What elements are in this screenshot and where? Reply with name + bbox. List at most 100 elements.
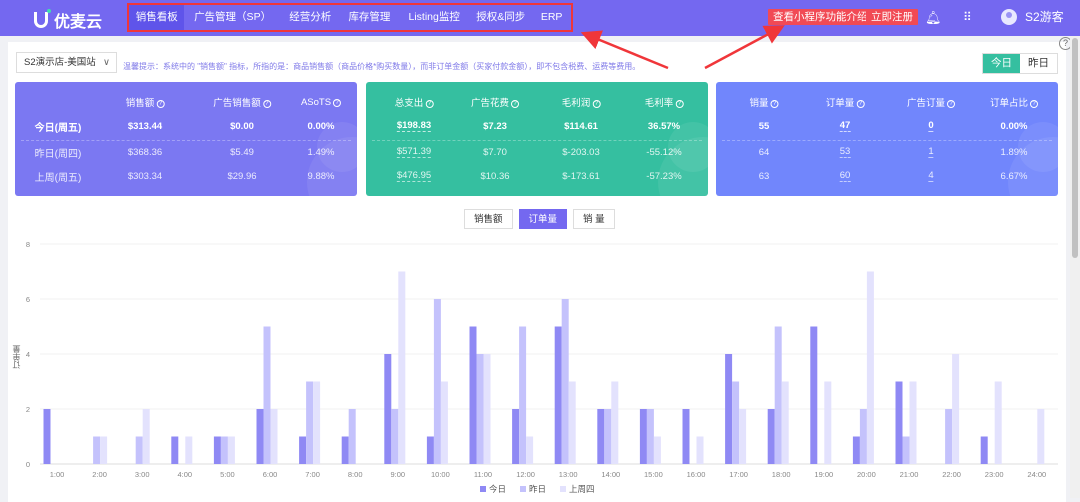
bar-今日-20:00[interactable] — [852, 436, 860, 465]
help-icon[interactable]: ? — [262, 100, 271, 108]
bar-上周四-3:00[interactable] — [142, 409, 150, 464]
bar-昨日-21:00[interactable] — [902, 436, 910, 465]
bar-今日-7:00[interactable] — [299, 436, 307, 465]
nav-item-5[interactable]: 授权&同步 — [476, 11, 526, 23]
bar-上周四-17:00[interactable] — [739, 409, 747, 464]
store-select[interactable]: S2演示店-美国站 ∨ — [16, 52, 117, 73]
register-button[interactable]: 立即注册 — [866, 9, 918, 25]
bar-上周四-2:00[interactable] — [100, 436, 108, 465]
bar-今日-12:00[interactable] — [512, 409, 520, 464]
help-icon[interactable]: ? — [856, 100, 865, 108]
card-value[interactable]: $476.95 — [396, 170, 432, 182]
mini-program-button[interactable]: 查看小程序功能介绍 — [768, 9, 873, 25]
bar-今日-21:00[interactable] — [895, 381, 903, 465]
bar-上周四-10:00[interactable] — [440, 381, 448, 465]
card-value[interactable]: 4 — [928, 170, 934, 182]
bar-昨日-18:00[interactable] — [774, 326, 782, 465]
bar-今日-9:00[interactable] — [384, 354, 392, 464]
legend-item[interactable]: 上周四 — [560, 483, 595, 495]
help-icon[interactable]: ? — [770, 100, 779, 108]
help-icon[interactable]: ? — [425, 100, 434, 108]
nav-item-3[interactable]: 库存管理 — [348, 11, 391, 23]
scrollbar-thumb[interactable] — [1072, 38, 1078, 258]
bar-今日-23:00[interactable] — [980, 436, 988, 465]
card-value[interactable]: $198.83 — [396, 120, 432, 132]
legend-item[interactable]: 今日 — [480, 483, 506, 495]
help-icon[interactable]: ? — [156, 100, 165, 108]
bar-上周四-14:00[interactable] — [611, 381, 619, 465]
bar-上周四-11:00[interactable] — [483, 354, 491, 464]
bar-今日-10:00[interactable] — [426, 436, 434, 465]
bar-今日-18:00[interactable] — [767, 409, 775, 464]
bar-今日-6:00[interactable] — [256, 409, 264, 464]
bar-上周四-9:00[interactable] — [398, 271, 406, 465]
bar-昨日-2:00[interactable] — [93, 436, 101, 465]
bell-icon[interactable]: 🔔︎ — [925, 10, 942, 25]
bar-今日-1:00[interactable] — [43, 409, 51, 464]
bar-昨日-12:00[interactable] — [519, 326, 527, 465]
bar-昨日-13:00[interactable] — [561, 299, 569, 464]
bar-今日-19:00[interactable] — [810, 326, 818, 465]
bar-昨日-17:00[interactable] — [732, 381, 740, 465]
bar-昨日-6:00[interactable] — [263, 326, 271, 465]
bar-上周四-16:00[interactable] — [696, 436, 704, 465]
help-icon[interactable]: ? — [333, 98, 342, 107]
bar-今日-17:00[interactable] — [725, 354, 733, 464]
bar-昨日-22:00[interactable] — [945, 409, 953, 464]
bar-今日-5:00[interactable] — [213, 436, 221, 465]
bar-今日-15:00[interactable] — [639, 409, 647, 464]
bar-昨日-5:00[interactable] — [220, 436, 228, 465]
bar-上周四-5:00[interactable] — [227, 436, 235, 465]
metric-tab-1[interactable]: 订单量 — [518, 209, 568, 229]
nav-item-1[interactable]: 广告管理（SP） — [194, 11, 272, 23]
bar-上周四-4:00[interactable] — [185, 436, 193, 465]
bar-上周四-18:00[interactable] — [781, 381, 789, 465]
bar-今日-13:00[interactable] — [554, 326, 562, 465]
help-icon[interactable]: ? — [947, 100, 956, 108]
nav-item-0[interactable]: 销售看板 — [129, 5, 185, 30]
bar-今日-11:00[interactable] — [469, 326, 477, 465]
bar-今日-8:00[interactable] — [341, 436, 349, 465]
bar-上周四-6:00[interactable] — [270, 409, 278, 464]
today-button[interactable]: 今日 — [983, 54, 1020, 73]
nav-item-4[interactable]: Listing监控 — [408, 11, 460, 23]
user-menu[interactable]: S2游客 — [1001, 8, 1064, 25]
card-value[interactable]: 53 — [839, 146, 851, 158]
bar-上周四-13:00[interactable] — [568, 381, 576, 465]
bar-上周四-19:00[interactable] — [824, 381, 832, 465]
card-value[interactable]: $571.39 — [396, 146, 432, 158]
bar-上周四-21:00[interactable] — [909, 381, 917, 465]
bar-上周四-24:00[interactable] — [1037, 409, 1045, 464]
bar-上周四-20:00[interactable] — [866, 271, 874, 465]
bar-上周四-15:00[interactable] — [653, 436, 661, 465]
metric-tab-0[interactable]: 销售额 — [464, 209, 513, 229]
help-icon[interactable]: ? — [675, 100, 684, 108]
card-value[interactable]: 47 — [839, 120, 851, 132]
bar-昨日-9:00[interactable] — [391, 409, 399, 464]
bar-上周四-23:00[interactable] — [994, 381, 1002, 465]
logo[interactable]: 优麦云 — [34, 8, 102, 32]
nav-item-6[interactable]: ERP — [540, 11, 563, 23]
bar-昨日-11:00[interactable] — [476, 354, 484, 464]
help-icon[interactable]: ? — [511, 100, 520, 108]
legend-item[interactable]: 昨日 — [520, 483, 546, 495]
metric-tab-2[interactable]: 销 量 — [573, 209, 615, 229]
bar-上周四-22:00[interactable] — [952, 354, 960, 464]
bar-上周四-12:00[interactable] — [526, 436, 534, 465]
bar-今日-14:00[interactable] — [597, 409, 605, 464]
bar-昨日-20:00[interactable] — [859, 409, 867, 464]
bar-昨日-15:00[interactable] — [646, 409, 654, 464]
bar-今日-16:00[interactable] — [682, 409, 690, 464]
nav-item-2[interactable]: 经营分析 — [289, 11, 332, 23]
bar-昨日-8:00[interactable] — [348, 409, 356, 464]
card-value[interactable]: 0 — [928, 120, 934, 132]
bar-昨日-3:00[interactable] — [135, 436, 143, 465]
help-icon[interactable]: ? — [592, 100, 601, 108]
apps-grid-icon[interactable]: ⠿ — [963, 10, 972, 24]
bar-昨日-7:00[interactable] — [306, 381, 314, 465]
yesterday-button[interactable]: 昨日 — [1028, 57, 1049, 69]
card-value[interactable]: 60 — [839, 170, 851, 182]
bar-上周四-7:00[interactable] — [313, 381, 321, 465]
scrollbar[interactable] — [1070, 36, 1080, 498]
help-icon[interactable]: ? — [1030, 100, 1039, 108]
